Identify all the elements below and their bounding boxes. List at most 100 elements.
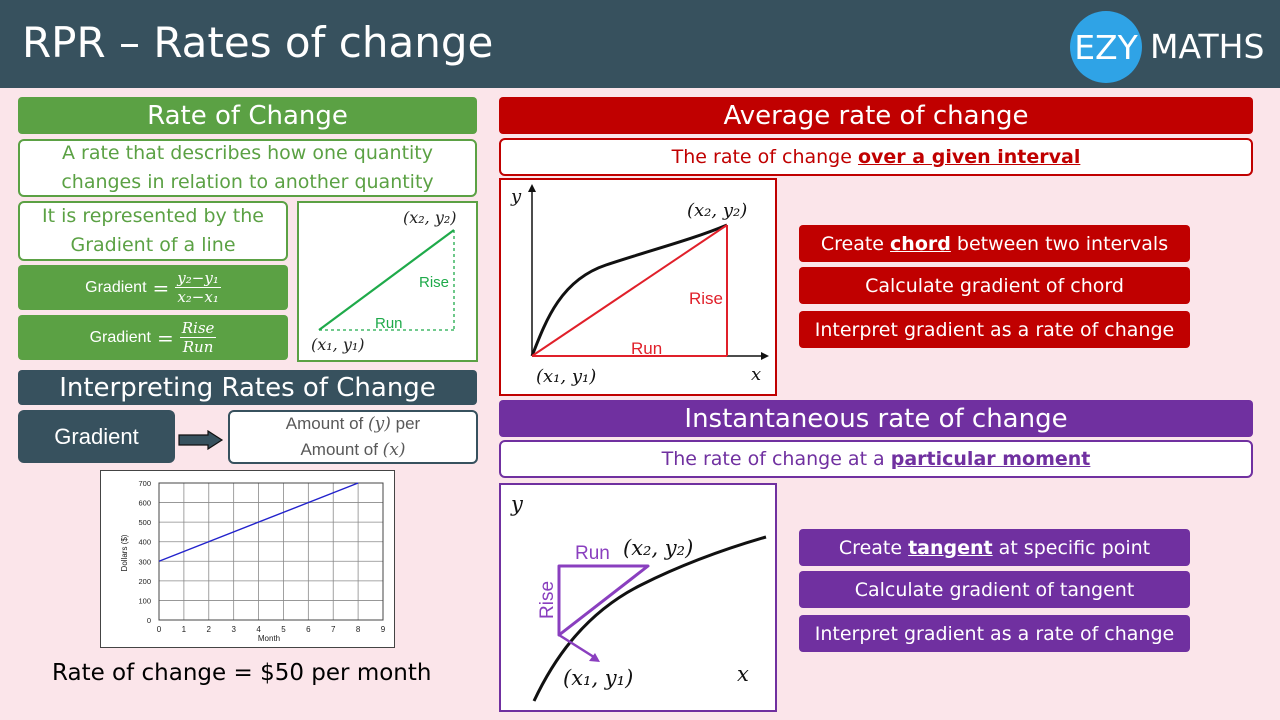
rate-value: $50 per month [260, 660, 432, 686]
tangent-triangle [557, 564, 650, 637]
definition-box: A rate that describes how one quantity c… [18, 139, 477, 197]
x-tick-label: 4 [256, 625, 261, 634]
average-rate-subtitle: The rate of change over a given interval [499, 138, 1253, 176]
run-label: Run [575, 543, 610, 564]
x-axis-label: x [737, 662, 749, 686]
gradient-fraction-rise-run: Rise Run [179, 319, 217, 356]
step-text: between two intervals [956, 232, 1169, 255]
y-tick-label: 400 [138, 538, 151, 547]
y-axis-label: Dollars ($) [120, 534, 129, 571]
y-tick-label: 500 [138, 518, 151, 527]
fraction-denominator: Run [182, 338, 214, 356]
average-rate-heading: Average rate of change [499, 97, 1253, 134]
subtitle-text: The rate of change at a [661, 448, 885, 470]
point-1-label: (x₁, y₁) [563, 666, 633, 690]
chord-step-2: Calculate gradient of chord [799, 267, 1190, 304]
y-tick-label: 300 [138, 557, 151, 566]
tangent-diagram: Run Rise y x (x₂, y₂) (x₁, y₁) [499, 483, 777, 712]
x-variable: (x) [382, 440, 406, 460]
line-segment [318, 229, 455, 331]
amount-text: Amount of [285, 414, 369, 433]
curve [530, 223, 728, 357]
fraction-numerator: y₂−y₁ [175, 269, 221, 288]
chart-svg: 0 1 2 3 4 5 6 7 8 9 0 100 200 300 400 500 600 700 Month D… [120, 479, 386, 643]
tangent-step-1: Create tangent at specific point [799, 529, 1190, 566]
point-2-label: (x₂, y₂) [403, 208, 457, 227]
linear-gradient-diagram: Rise Run (x₂, y₂) (x₁, y₁) [297, 201, 478, 362]
x-tick-label: 6 [306, 625, 311, 634]
step-text: Create [838, 536, 903, 559]
represented-line-2: Gradient of a line [70, 234, 236, 256]
point-2-label: (x₂, y₂) [623, 536, 693, 560]
page-title: RPR – Rates of change [22, 18, 494, 67]
gradient-formula-rise-run: Gradient = Rise Run [18, 315, 288, 360]
instantaneous-rate-heading: Instantaneous rate of change [499, 400, 1253, 437]
point-2-label: (x₂, y₂) [687, 200, 747, 221]
subtitle-text: The rate of change [671, 146, 852, 168]
step-text: Create [820, 232, 884, 255]
instantaneous-rate-subtitle: The rate of change at a particular momen… [499, 440, 1253, 478]
dollars-per-month-chart: 0 1 2 3 4 5 6 7 8 9 0 100 200 300 400 500 600 700 Month D… [100, 470, 395, 648]
rise-label: Rise [419, 274, 449, 291]
x-tick-label: 5 [281, 625, 286, 634]
fraction-numerator: Rise [179, 319, 217, 338]
y-tick-label: 200 [138, 577, 151, 586]
run-label: Run [375, 315, 403, 332]
tangent-extension [558, 633, 598, 661]
x-tick-label: 9 [381, 625, 386, 634]
rate-of-change-result: Rate of change = $50 per month [52, 660, 432, 686]
rise-label: Rise [689, 289, 723, 308]
curve [532, 535, 767, 702]
series-line [158, 482, 359, 562]
chord-step-3: Interpret gradient as a rate of change [799, 311, 1190, 348]
arrow-right-icon [178, 429, 224, 455]
chord-line [531, 224, 728, 357]
y-axis-label: y [510, 492, 524, 516]
x-axis-label: Month [258, 634, 280, 643]
step-emphasis: tangent [908, 536, 993, 559]
subtitle-emphasis: particular moment [890, 448, 1091, 470]
y-tick-label: 600 [138, 499, 151, 508]
amount-per-amount-box: Amount of (y) per Amount of (x) [228, 410, 478, 464]
fraction-denominator: x₂−x₁ [177, 288, 219, 306]
step-emphasis: chord [890, 232, 951, 255]
tangent-step-2: Calculate gradient of tangent [799, 571, 1190, 608]
per-text: per [390, 414, 421, 433]
gradient-fraction-coordinates: y₂−y₁ x₂−x₁ [175, 269, 221, 306]
definition-line-2: changes in relation to another quantity [61, 171, 434, 193]
gradient-formula-coordinates: Gradient = y₂−y₁ x₂−x₁ [18, 265, 288, 310]
x-tick-label: 7 [331, 625, 336, 634]
y-tick-label: 100 [138, 596, 151, 605]
x-tick-label: 8 [356, 625, 361, 634]
logo-text: MATHS [1150, 27, 1265, 66]
y-variable: (y) [368, 414, 391, 434]
run-label: Run [631, 339, 662, 358]
y-axis-label: y [510, 186, 522, 207]
subtitle-emphasis: over a given interval [857, 146, 1081, 168]
x-tick-label: 3 [231, 625, 236, 634]
logo-badge: EZY [1070, 11, 1142, 83]
represented-line-1: It is represented by the [42, 205, 264, 227]
x-tick-label: 0 [157, 625, 162, 634]
point-1-label: (x₁, y₁) [536, 366, 596, 387]
plot-frame [158, 482, 384, 621]
gradient-label: Gradient [89, 328, 151, 346]
header-bar [0, 0, 1280, 88]
chord-diagram: Rise Run y x (x₂, y₂) (x₁, y₁) [499, 178, 777, 396]
y-tick-label: 0 [147, 616, 151, 625]
x-tick-label: 1 [182, 625, 187, 634]
definition-line-1: A rate that describes how one quantity [61, 142, 433, 164]
chord-step-1: Create chord between two intervals [799, 225, 1190, 262]
rate-of-change-heading: Rate of Change [18, 97, 477, 134]
gradient-label: Gradient [85, 278, 147, 296]
gradient-label-box: Gradient [18, 410, 175, 463]
interpreting-heading: Interpreting Rates of Change [18, 370, 477, 405]
rate-label: Rate of change [52, 660, 227, 686]
tangent-step-3: Interpret gradient as a rate of change [799, 615, 1190, 652]
amount-text: Amount of [300, 440, 383, 459]
step-text: at specific point [998, 536, 1151, 559]
represented-box: It is represented by the Gradient of a l… [18, 201, 288, 261]
x-axis-label: x [751, 364, 761, 385]
x-tick-label: 2 [207, 625, 212, 634]
rise-label: Rise [537, 581, 558, 619]
